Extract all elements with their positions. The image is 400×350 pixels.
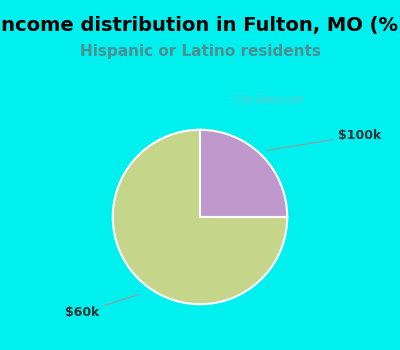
Text: Income distribution in Fulton, MO (%): Income distribution in Fulton, MO (%) [0,16,400,35]
Text: City-Data.com: City-Data.com [235,94,304,105]
Text: $100k: $100k [266,128,382,150]
Wedge shape [200,130,287,217]
Text: Hispanic or Latino residents: Hispanic or Latino residents [80,44,320,59]
Text: $60k: $60k [65,294,139,319]
Wedge shape [113,130,287,304]
